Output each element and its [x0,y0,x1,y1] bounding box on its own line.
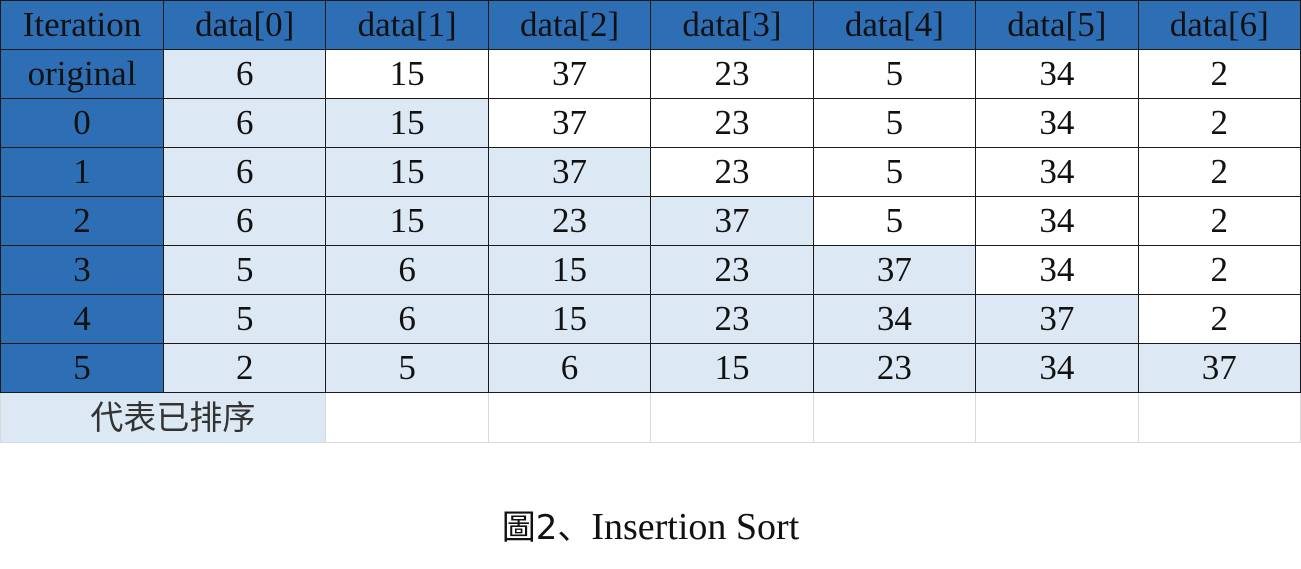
table-cell: 5 [162,245,327,295]
table-cell: 34 [975,196,1139,246]
legend-sorted-label: 代表已排序 [0,392,327,443]
legend-row: 代表已排序 [0,392,1301,443]
table-cell: 23 [487,196,652,246]
table-cell: 2 [162,343,327,393]
table-row: 5 2 5 6 15 23 34 37 [0,343,1301,393]
table-cell: 37 [487,49,652,99]
table-cell: 5 [812,98,977,148]
table-cell: 34 [975,343,1139,393]
table-cell: 15 [650,343,814,393]
table-cell: 34 [975,245,1139,295]
iteration-label: 1 [0,147,164,197]
header-data-3: data[3] [650,0,814,50]
header-data-5: data[5] [975,0,1139,50]
table-cell: 37 [975,294,1139,344]
table-cell: 2 [1137,245,1301,295]
table-row: 4 5 6 15 23 34 37 2 [0,294,1301,344]
table-cell: 15 [487,245,652,295]
table-cell: 15 [325,196,489,246]
header-data-4: data[4] [812,0,977,50]
caption-prefix: 圖2、 [501,508,592,548]
header-data-6: data[6] [1137,0,1301,50]
legend-empty-cell [325,392,489,443]
table-header-row: Iteration data[0] data[1] data[2] data[3… [0,0,1301,50]
caption-text: Insertion Sort [591,506,800,548]
table-cell: 5 [162,294,327,344]
iteration-label: original [0,49,164,99]
iteration-label: 0 [0,98,164,148]
table-cell: 37 [812,245,977,295]
table-cell: 2 [1137,147,1301,197]
table-cell: 6 [325,294,489,344]
table-cell: 34 [975,147,1139,197]
table-cell: 37 [487,147,652,197]
table-cell: 2 [1137,294,1301,344]
table-cell: 37 [650,196,814,246]
table-body: Iteration data[0] data[1] data[2] data[3… [0,0,1301,443]
table-cell: 37 [1137,343,1301,393]
table-cell: 23 [650,49,814,99]
header-iteration: Iteration [0,0,164,50]
legend-empty-cell [975,392,1139,443]
table-cell: 23 [650,147,814,197]
table-row: 1 6 15 37 23 5 34 2 [0,147,1301,197]
header-data-0: data[0] [162,0,327,50]
table-row: 3 5 6 15 23 37 34 2 [0,245,1301,295]
table-cell: 6 [162,98,327,148]
legend-empty-cell [487,392,652,443]
header-data-1: data[1] [325,0,489,50]
table-cell: 5 [812,147,977,197]
iteration-label: 5 [0,343,164,393]
table-cell: 6 [162,196,327,246]
iteration-label: 2 [0,196,164,246]
table-cell: 34 [975,49,1139,99]
table-cell: 23 [650,245,814,295]
legend-empty-cell [812,392,977,443]
table-cell: 2 [1137,98,1301,148]
legend-empty-cell [650,392,814,443]
table-cell: 6 [162,49,327,99]
table-cell: 5 [812,196,977,246]
table-cell: 15 [325,98,489,148]
table-cell: 2 [1137,196,1301,246]
legend-empty-cell [1137,392,1301,443]
header-data-2: data[2] [487,0,652,50]
table-cell: 15 [325,147,489,197]
table-cell: 5 [325,343,489,393]
table-cell: 37 [487,98,652,148]
table-cell: 15 [325,49,489,99]
table-row: 2 6 15 23 37 5 34 2 [0,196,1301,246]
table-row: 0 6 15 37 23 5 34 2 [0,98,1301,148]
table-cell: 2 [1137,49,1301,99]
figure-caption: 圖2、Insertion Sort [0,500,1301,549]
table-cell: 23 [650,294,814,344]
iteration-label: 4 [0,294,164,344]
table-cell: 6 [325,245,489,295]
table-cell: 34 [812,294,977,344]
table-cell: 23 [650,98,814,148]
table-cell: 6 [487,343,652,393]
table-cell: 34 [975,98,1139,148]
iteration-label: 3 [0,245,164,295]
table-cell: 6 [162,147,327,197]
insertion-sort-table: Iteration data[0] data[1] data[2] data[3… [0,0,1301,443]
table-cell: 15 [487,294,652,344]
table-cell: 5 [812,49,977,99]
table-cell: 23 [812,343,977,393]
table-row: original 6 15 37 23 5 34 2 [0,49,1301,99]
